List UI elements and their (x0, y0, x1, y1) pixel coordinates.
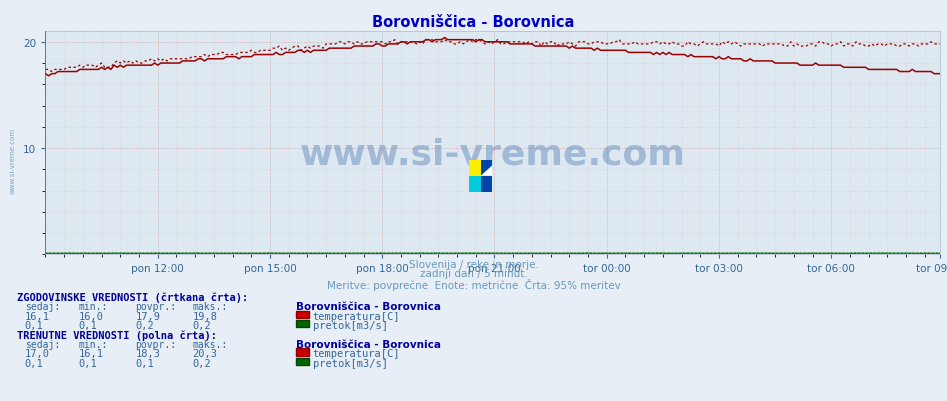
Text: www.si-vreme.com: www.si-vreme.com (9, 128, 15, 193)
Text: 16,1: 16,1 (79, 348, 103, 358)
Text: pretok[m3/s]: pretok[m3/s] (313, 320, 387, 330)
Text: 16,0: 16,0 (79, 311, 103, 321)
Text: min.:: min.: (79, 339, 108, 349)
Text: sedaj:: sedaj: (25, 302, 60, 312)
Text: 19,8: 19,8 (192, 311, 217, 321)
Text: 0,1: 0,1 (79, 320, 98, 330)
Text: 0,2: 0,2 (192, 320, 211, 330)
Text: Meritve: povprečne  Enote: metrične  Črta: 95% meritev: Meritve: povprečne Enote: metrične Črta:… (327, 278, 620, 290)
Text: 16,1: 16,1 (25, 311, 49, 321)
Text: 17,9: 17,9 (135, 311, 160, 321)
Text: 0,2: 0,2 (192, 358, 211, 368)
Text: Borovniščica - Borovnica: Borovniščica - Borovnica (372, 15, 575, 30)
Text: 20,3: 20,3 (192, 348, 217, 358)
Text: sedaj:: sedaj: (25, 339, 60, 349)
Text: min.:: min.: (79, 302, 108, 312)
Text: 0,1: 0,1 (135, 358, 154, 368)
Text: ZGODOVINSKE VREDNOSTI (črtkana črta):: ZGODOVINSKE VREDNOSTI (črtkana črta): (17, 292, 248, 302)
Text: maks.:: maks.: (192, 339, 227, 349)
Text: povpr.:: povpr.: (135, 339, 176, 349)
Text: povpr.:: povpr.: (135, 302, 176, 312)
Text: Borovniščica - Borovnica: Borovniščica - Borovnica (296, 339, 441, 349)
Bar (469, 176, 481, 192)
Bar (481, 160, 492, 192)
Text: maks.:: maks.: (192, 302, 227, 312)
Text: Slovenija / reke in morje.: Slovenija / reke in morje. (408, 259, 539, 269)
Text: Borovniščica - Borovnica: Borovniščica - Borovnica (296, 302, 441, 312)
Text: 0,1: 0,1 (25, 320, 44, 330)
Text: temperatura[C]: temperatura[C] (313, 348, 400, 358)
Bar (469, 160, 481, 176)
Text: zadnji dan / 5 minut.: zadnji dan / 5 minut. (420, 269, 527, 279)
Text: 18,3: 18,3 (135, 348, 160, 358)
Text: 0,1: 0,1 (25, 358, 44, 368)
Text: pretok[m3/s]: pretok[m3/s] (313, 358, 387, 368)
Text: temperatura[C]: temperatura[C] (313, 311, 400, 321)
Polygon shape (481, 166, 492, 176)
Text: 0,2: 0,2 (135, 320, 154, 330)
Text: TRENUTNE VREDNOSTI (polna črta):: TRENUTNE VREDNOSTI (polna črta): (17, 330, 217, 340)
Text: 17,0: 17,0 (25, 348, 49, 358)
Text: www.si-vreme.com: www.si-vreme.com (300, 138, 686, 172)
Text: 0,1: 0,1 (79, 358, 98, 368)
